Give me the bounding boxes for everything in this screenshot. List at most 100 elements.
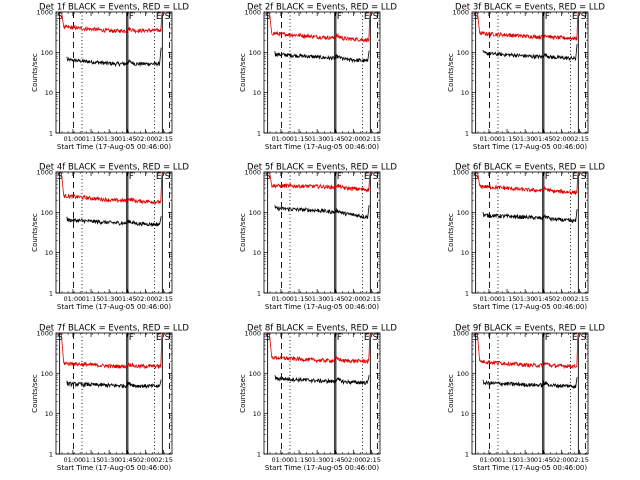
x-tick-label: 01:30 [516, 135, 535, 143]
y-tick-label: 100 [249, 209, 261, 217]
chart-panel: Det 2f BLACK = Events, RED = LLD 1 10 100 10… [239, 3, 397, 152]
y-tick-label: 10 [461, 89, 469, 97]
plot-frame [55, 332, 173, 455]
end-marker-label: E [364, 172, 370, 182]
x-tick-label: 01:45 [118, 135, 137, 143]
x-tick-label: 02:15 [570, 295, 589, 303]
start-marker-label: S [473, 12, 479, 22]
chart-title: Det 8f BLACK = Events, RED = LLD [247, 324, 397, 334]
stop-marker-label: S [165, 333, 171, 343]
x-tick-label: 01:45 [118, 295, 137, 303]
x-tick-label: 02:15 [570, 135, 589, 143]
lld-series-line [60, 172, 163, 206]
lld-series-line [476, 172, 579, 196]
x-tick-label: 01:45 [326, 135, 345, 143]
x-axis-label: Start Time (17-Aug-05 00:46:00) [57, 303, 171, 311]
x-tick-label: 01:30 [100, 295, 119, 303]
y-tick-label: 10 [461, 249, 469, 257]
x-tick-label: 01:15 [290, 456, 309, 464]
stop-marker-label: S [373, 333, 379, 343]
flare-marker-label: F [545, 12, 550, 22]
x-axis-label: Start Time (17-Aug-05 00:46:00) [57, 464, 171, 472]
x-tick-label: 02:15 [154, 456, 173, 464]
y-axis-label: Counts/sec [447, 374, 455, 413]
x-tick-label: 02:00 [552, 456, 571, 464]
x-tick-label: 02:00 [552, 295, 571, 303]
y-tick-label: 10 [253, 410, 261, 418]
y-axis-label: Counts/sec [239, 213, 247, 252]
x-tick-label: 01:15 [498, 295, 517, 303]
chart-panel: Det 4f BLACK = Events, RED = LLD 1 10 100 10… [31, 163, 189, 312]
y-tick-label: 1 [49, 451, 53, 459]
x-axis-label: Start Time (17-Aug-05 00:46:00) [265, 143, 379, 151]
y-tick-label: 10 [461, 410, 469, 418]
start-marker-label: S [473, 333, 479, 343]
x-axis-label: Start Time (17-Aug-05 00:46:00) [473, 143, 587, 151]
x-tick-label: 02:15 [362, 295, 381, 303]
y-tick-label: 1 [49, 130, 53, 138]
chart-panel: Det 1f BLACK = Events, RED = LLD 1 10 100 10… [31, 3, 189, 152]
stop-marker-label: S [165, 12, 171, 22]
start-marker-label: S [265, 12, 271, 22]
x-tick-label: 01:30 [100, 135, 119, 143]
y-tick-label: 100 [457, 49, 469, 57]
y-tick-label: 1000 [244, 330, 261, 338]
stop-marker-label: S [581, 12, 587, 22]
chart-title: Det 4f BLACK = Events, RED = LLD [39, 163, 189, 173]
x-tick-label: 01:45 [326, 295, 345, 303]
flare-marker-label: F [337, 333, 342, 343]
x-tick-label: 01:30 [100, 456, 119, 464]
start-marker-label: S [57, 12, 63, 22]
start-marker-label: S [57, 333, 63, 343]
end-marker-label: E [364, 333, 370, 343]
events-series-line [66, 216, 162, 228]
y-tick-label: 10 [45, 410, 53, 418]
x-tick-label: 01:30 [516, 295, 535, 303]
x-tick-label: 01:45 [534, 295, 553, 303]
y-tick-label: 100 [249, 49, 261, 57]
lld-series-line [60, 333, 163, 370]
x-axis-label: Start Time (17-Aug-05 00:46:00) [265, 464, 379, 472]
y-tick-label: 100 [41, 209, 53, 217]
flare-marker-label: F [337, 172, 342, 182]
end-marker-label: E [156, 333, 162, 343]
y-tick-label: 1000 [244, 169, 261, 177]
x-tick-label: 01:30 [516, 456, 535, 464]
plot-frame [55, 11, 173, 134]
plot-frame [263, 171, 381, 294]
lld-series-line [60, 12, 163, 34]
chart-title: Det 9f BLACK = Events, RED = LLD [455, 324, 605, 334]
lld-series-line [476, 12, 579, 42]
end-marker-label: E [572, 333, 578, 343]
y-tick-label: 1 [257, 290, 261, 298]
start-marker-label: S [265, 333, 271, 343]
y-tick-label: 100 [457, 370, 469, 378]
plot-frame [263, 332, 381, 455]
chart-panel: Det 3f BLACK = Events, RED = LLD 1 10 100 10… [447, 3, 605, 152]
start-marker-label: S [473, 172, 479, 182]
x-tick-label: 01:30 [308, 456, 327, 464]
lld-series-line [268, 172, 371, 193]
x-tick-label: 01:00 [64, 135, 83, 143]
x-tick-label: 01:00 [480, 135, 499, 143]
x-tick-label: 01:45 [534, 135, 553, 143]
y-axis-label: Counts/sec [447, 53, 455, 92]
events-series-line [274, 375, 370, 386]
stop-marker-label: S [373, 12, 379, 22]
x-tick-label: 01:45 [326, 456, 345, 464]
x-axis-label: Start Time (17-Aug-05 00:46:00) [57, 143, 171, 151]
y-tick-label: 100 [41, 49, 53, 57]
x-axis-label: Start Time (17-Aug-05 00:46:00) [473, 464, 587, 472]
plot-frame [471, 171, 589, 294]
x-tick-label: 01:00 [480, 295, 499, 303]
y-axis-label: Counts/sec [239, 374, 247, 413]
x-tick-label: 02:15 [154, 295, 173, 303]
x-tick-label: 02:15 [154, 135, 173, 143]
plot-frame [55, 171, 173, 294]
x-tick-label: 02:00 [344, 456, 363, 464]
x-tick-label: 01:45 [118, 456, 137, 464]
y-axis-label: Counts/sec [31, 374, 39, 413]
chart-panel: Det 9f BLACK = Events, RED = LLD 1 10 100 10… [447, 324, 605, 473]
y-tick-label: 100 [457, 209, 469, 217]
flare-marker-label: F [545, 333, 550, 343]
